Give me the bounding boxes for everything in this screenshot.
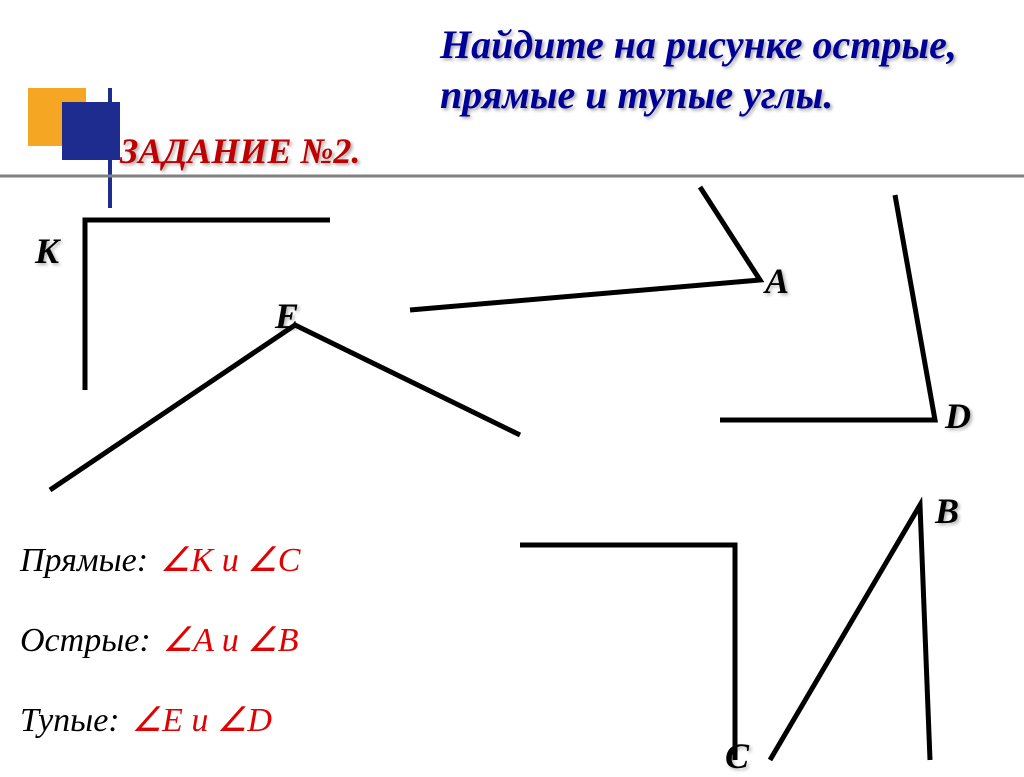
angle-label-E: E [275, 295, 299, 337]
prompt-text: Найдите на рисунке острые, прямые и тупы… [440, 20, 1000, 120]
answer-row-2: Тупые: ∠E и ∠D [20, 700, 272, 740]
answer-value: ∠K и ∠C [160, 540, 300, 580]
angle-label-B: B [935, 490, 959, 532]
angle-label-C: C [725, 735, 749, 777]
angle-C [520, 545, 735, 760]
angle-E [50, 325, 520, 490]
angle-D [720, 195, 935, 420]
answer-row-1: Острые: ∠A и ∠B [20, 620, 299, 660]
task-title: ЗАДАНИЕ №2. [120, 130, 360, 172]
angle-A [410, 187, 760, 310]
angle-label-K: K [35, 230, 59, 272]
answer-row-0: Прямые: ∠K и ∠C [20, 540, 300, 580]
angle-B [770, 505, 930, 760]
slide-canvas: ЗАДАНИЕ №2. Найдите на рисунке острые, п… [0, 0, 1024, 767]
angle-label-A: A [765, 260, 789, 302]
answer-label: Тупые: [20, 702, 120, 740]
answer-value: ∠A и ∠B [163, 620, 299, 660]
answer-label: Прямые: [20, 542, 148, 580]
answer-label: Острые: [20, 622, 151, 660]
answer-value: ∠E и ∠D [132, 700, 272, 740]
angle-label-D: D [945, 395, 971, 437]
